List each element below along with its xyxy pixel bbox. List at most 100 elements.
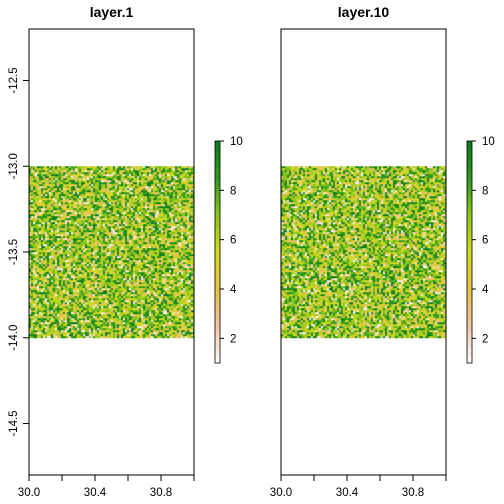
- legend-color-step: [467, 192, 472, 197]
- legend-color-step: [215, 277, 220, 283]
- legend-color-step: [215, 300, 220, 305]
- legend-color-step: [467, 248, 472, 253]
- legend-color-step: [215, 266, 220, 271]
- legend-color-step: [215, 255, 220, 260]
- legend-color-step: [467, 233, 472, 238]
- x-tick-label: 30.0: [18, 487, 40, 499]
- legend-color-step: [215, 348, 220, 353]
- x-tick-label: 30.8: [150, 487, 172, 499]
- legend-color-step: [467, 152, 472, 157]
- panel-layer-1: layer.1 30.0 30.4 30.8 -12.5 -13.0 -13.5 -14.0 -…: [8, 4, 243, 499]
- x-tick-label: 30.0: [270, 487, 292, 499]
- legend-color-step: [467, 340, 472, 345]
- legend-color-step: [215, 296, 220, 301]
- legend-color-step: [467, 277, 472, 283]
- legend-color-step: [467, 344, 472, 349]
- legend-color-step: [215, 237, 220, 242]
- legend-color-step: [215, 229, 220, 234]
- legend-color-step: [467, 178, 472, 183]
- legend-color-step: [215, 259, 220, 264]
- legend-frame: [466, 140, 473, 364]
- legend-color-step: [215, 337, 220, 342]
- legend-color-step: [467, 333, 472, 338]
- legend-color-step: [215, 274, 220, 279]
- legend-color-step: [467, 189, 472, 194]
- legend-color-step: [467, 211, 472, 216]
- legend-color-step: [215, 289, 220, 294]
- y-tick-label: -13.0: [8, 153, 20, 179]
- plot-frame: [280, 28, 447, 476]
- legend-color-step: [467, 289, 472, 294]
- legend-color-step: [467, 348, 472, 353]
- legend-color-step: [467, 148, 472, 153]
- legend-color-step: [467, 274, 472, 279]
- legend-color-step: [215, 340, 220, 345]
- legend-color-step: [215, 166, 220, 172]
- legend-color-step: [215, 252, 220, 257]
- legend-color-step: [215, 155, 220, 160]
- legend-color-step: [215, 215, 220, 220]
- legend-color-step: [215, 159, 220, 164]
- panel-title: layer.10: [338, 4, 390, 20]
- legend-color-step: [215, 314, 220, 320]
- y-tick-label: -13.5: [8, 239, 20, 265]
- legend-tick-label: 4: [230, 284, 237, 296]
- legend-color-step: [467, 203, 472, 209]
- legend-color-step: [215, 203, 220, 209]
- legend-color-step: [467, 255, 472, 260]
- legend-color-step: [215, 240, 220, 246]
- legend-color-step: [215, 281, 220, 286]
- legend-color-step: [215, 248, 220, 253]
- legend-color-step: [215, 181, 220, 186]
- legend-color-step: [467, 166, 472, 172]
- legend-color-step: [467, 329, 472, 334]
- legend-tick-label: 2: [230, 333, 236, 345]
- raster-image: [29, 166, 194, 339]
- legend-color-step: [467, 207, 472, 212]
- legend-color-step: [467, 218, 472, 223]
- legend-color-step: [467, 263, 472, 268]
- legend-color-step: [467, 155, 472, 160]
- legend-tick-label: 6: [230, 235, 236, 247]
- legend-color-step: [467, 359, 472, 364]
- legend-color-step: [215, 211, 220, 216]
- raster-image: [281, 166, 446, 339]
- legend-color-step: [467, 292, 472, 297]
- legend-color-step: [215, 163, 220, 168]
- x-tick-label: 30.4: [336, 487, 359, 499]
- legend-color-step: [215, 244, 220, 249]
- legend-color-step: [467, 300, 472, 305]
- legend-color-step: [467, 296, 472, 301]
- legend-color-step: [215, 307, 220, 312]
- legend-color-step: [467, 326, 472, 331]
- legend-tick-label: 10: [482, 136, 495, 148]
- legend-color-step: [215, 141, 220, 146]
- legend-color-step: [467, 240, 472, 246]
- panel-layer-10: layer.10 30.0 30.4 30.8 2 4 6 8 10: [270, 4, 495, 499]
- legend-color-step: [467, 281, 472, 286]
- y-tick-label: -14.0: [8, 325, 20, 351]
- legend-color-step: [467, 311, 472, 316]
- y-tick-label: -14.5: [8, 410, 20, 436]
- legend-colorbar: [467, 141, 472, 364]
- legend-color-step: [467, 259, 472, 264]
- legend-color-step: [215, 344, 220, 349]
- x-tick-label: 30.4: [84, 487, 107, 499]
- legend-color-step: [467, 170, 472, 175]
- legend-color-step: [215, 318, 220, 323]
- legend-color-step: [467, 355, 472, 360]
- legend-color-step: [467, 252, 472, 257]
- legend-color-step: [215, 185, 220, 190]
- legend-color-step: [215, 144, 220, 149]
- legend-frame: [214, 140, 221, 364]
- y-tick-label: -12.5: [8, 67, 20, 93]
- legend-color-step: [467, 174, 472, 179]
- legend-color-step: [215, 226, 220, 231]
- legend-color-step: [467, 200, 472, 205]
- legend-color-step: [215, 174, 220, 179]
- legend-color-step: [467, 226, 472, 231]
- legend-tick-label: 8: [482, 185, 488, 197]
- legend-color-step: [467, 215, 472, 220]
- legend-color-step: [467, 266, 472, 271]
